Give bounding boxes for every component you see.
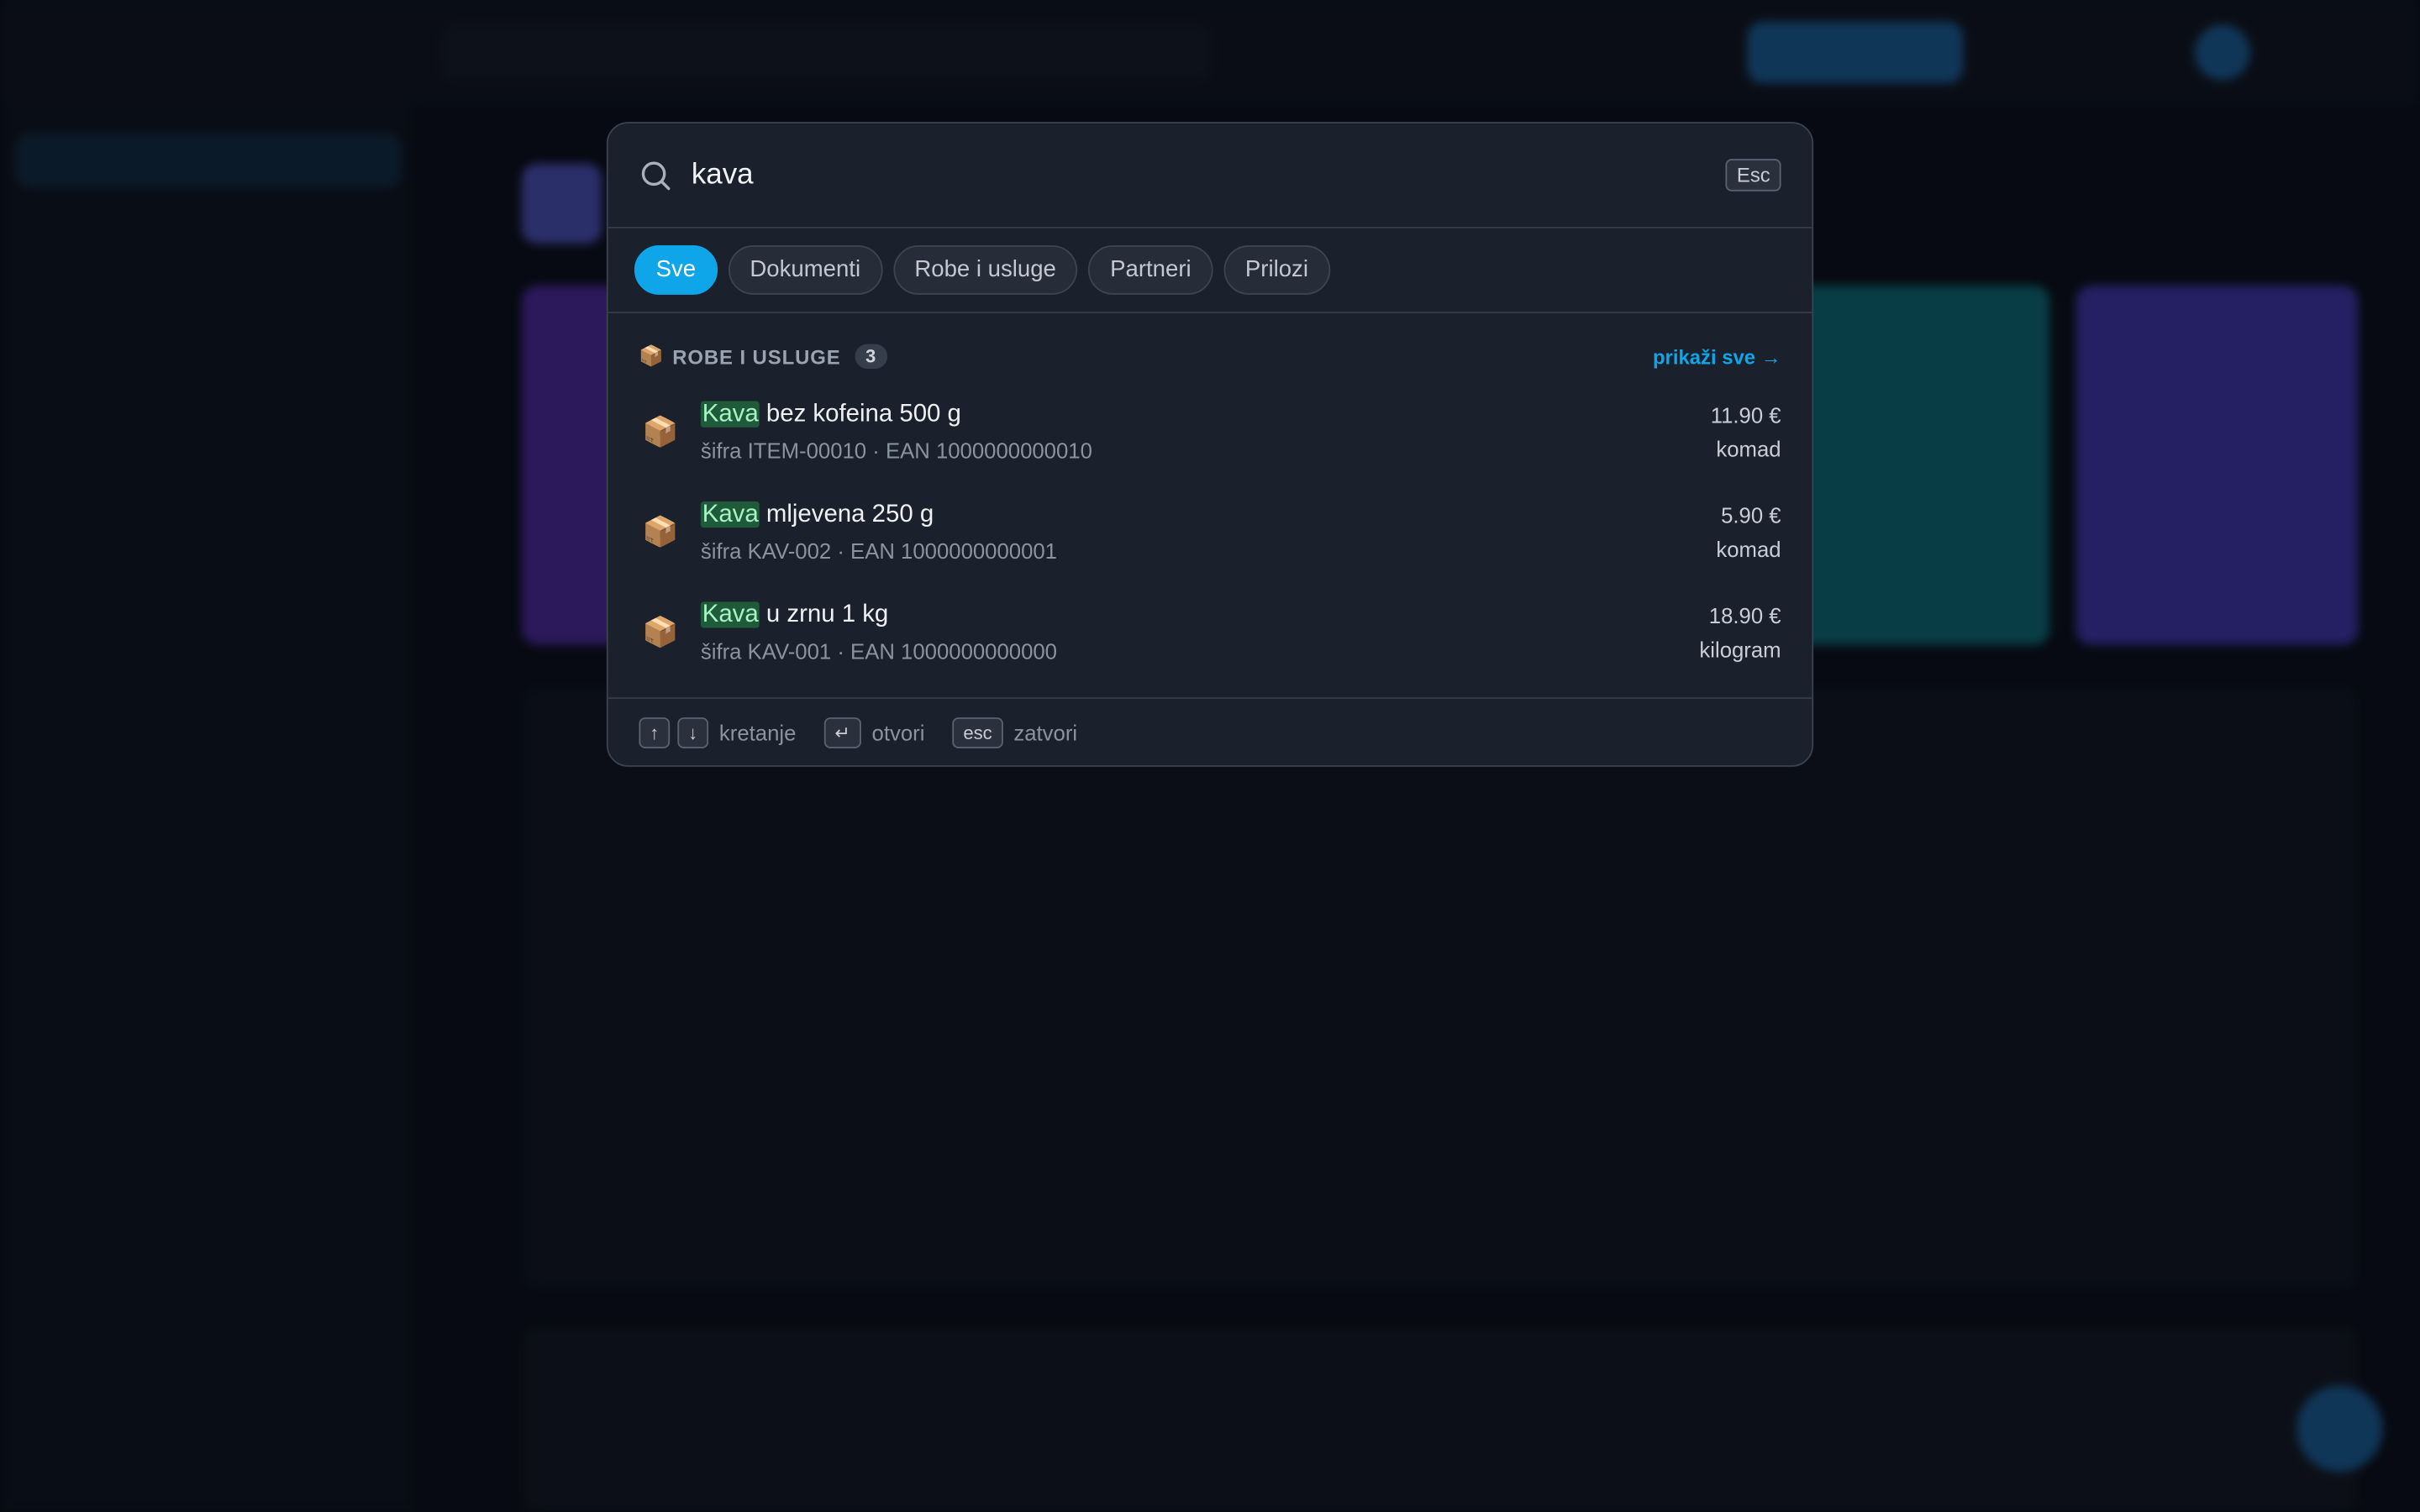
item-meta: šifra ITEM-00010 · EAN 1000000000010 bbox=[700, 437, 1092, 463]
search-input[interactable]: kava bbox=[691, 158, 754, 191]
filter-tab[interactable]: Prilozi bbox=[1223, 245, 1330, 295]
section-header: 📦 ROBE I USLUGE 3 prikaži sve → bbox=[608, 313, 1812, 381]
hint-label: zatvori bbox=[1013, 719, 1078, 745]
item-name: Kava u zrnu 1 kg bbox=[700, 601, 1700, 628]
item-text: Kava u zrnu 1 kg šifra KAV-001 · EAN 10000… bbox=[700, 601, 1700, 663]
hint: esc zatvori bbox=[952, 717, 1077, 748]
item-price: 18.90 € bbox=[1708, 602, 1781, 627]
item-icon: 📦 bbox=[642, 616, 679, 649]
filter-tab[interactable]: Partneri bbox=[1088, 245, 1213, 295]
key: ↓ bbox=[677, 717, 709, 748]
match-highlight: Kava bbox=[700, 501, 760, 528]
search-row: kava Esc bbox=[608, 123, 1812, 228]
result-list: 📦 Kava bez kofeina 500 g šifra ITEM-00010 ·… bbox=[608, 381, 1812, 682]
key: ↑ bbox=[639, 717, 671, 748]
result-item[interactable]: 📦 Kava mljevena 250 g šifra KAV-002 · EAN 1… bbox=[608, 481, 1812, 581]
item-unit: komad bbox=[1716, 435, 1781, 461]
item-price: 5.90 € bbox=[1721, 501, 1781, 528]
hint-label: kretanje bbox=[718, 719, 797, 745]
item-icon: 📦 bbox=[642, 416, 679, 449]
keyboard-hints: ↑ ↓ kretanje ↵ otvori esc zatvori bbox=[608, 697, 1812, 765]
search-icon bbox=[641, 160, 671, 190]
item-price: 11.90 € bbox=[1710, 402, 1781, 427]
item-meta: šifra KAV-001 · EAN 1000000000000 bbox=[700, 638, 1057, 663]
result-item[interactable]: 📦 Kava u zrnu 1 kg šifra KAV-001 · EAN 1000… bbox=[608, 581, 1812, 681]
item-name: Kava bez kofeina 500 g bbox=[700, 400, 1711, 428]
item-text: Kava mljevena 250 g šifra KAV-002 · EAN 10… bbox=[700, 501, 1717, 563]
result-item[interactable]: 📦 Kava bez kofeina 500 g šifra ITEM-00010 ·… bbox=[608, 381, 1812, 481]
key: ↵ bbox=[823, 717, 861, 748]
item-unit: kilogram bbox=[1699, 636, 1781, 662]
item-name: Kava mljevena 250 g bbox=[700, 501, 1717, 528]
item-right: 11.90 € komad bbox=[1711, 397, 1781, 465]
item-name-rest: bez kofeina 500 g bbox=[765, 400, 961, 427]
search-dialog: kava Esc Sve Dokumenti Robe i usluge Partne… bbox=[606, 122, 1814, 767]
item-name-rest: u zrnu 1 kg bbox=[765, 601, 889, 627]
item-unit: komad bbox=[1716, 536, 1781, 561]
hint-label: otvori bbox=[871, 719, 925, 745]
filter-tab[interactable]: Sve bbox=[634, 245, 718, 295]
match-highlight: Kava bbox=[700, 400, 760, 427]
item-name-rest: mljevena 250 g bbox=[765, 501, 934, 528]
item-meta: šifra KAV-002 · EAN 1000000000001 bbox=[700, 538, 1057, 563]
item-right: 5.90 € komad bbox=[1716, 497, 1781, 565]
item-icon: 📦 bbox=[642, 516, 679, 549]
filter-tab[interactable]: Robe i usluge bbox=[892, 245, 1078, 295]
filter-tabs: Sve Dokumenti Robe i usluge Partneri Prilozi bbox=[608, 228, 1812, 313]
section-icon: 📦 bbox=[639, 344, 666, 368]
show-all-link[interactable]: prikaži sve → bbox=[1652, 344, 1781, 369]
item-right: 18.90 € kilogram bbox=[1699, 598, 1781, 666]
match-highlight: Kava bbox=[700, 601, 760, 627]
section-title: ROBE I USLUGE bbox=[672, 344, 841, 369]
esc-button[interactable]: Esc bbox=[1726, 159, 1781, 192]
filter-tab[interactable]: Dokumenti bbox=[728, 245, 882, 295]
key: esc bbox=[952, 717, 1003, 748]
hint: ↑ ↓ kretanje bbox=[639, 717, 796, 748]
item-text: Kava bez kofeina 500 g šifra ITEM-00010 · … bbox=[700, 400, 1711, 463]
hint: ↵ otvori bbox=[823, 717, 924, 748]
section-count: 3 bbox=[855, 344, 888, 369]
